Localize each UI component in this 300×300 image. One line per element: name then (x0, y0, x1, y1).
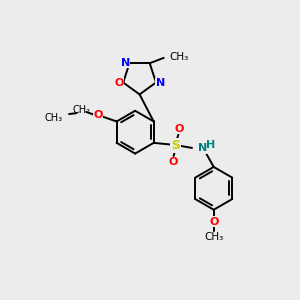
Text: N: N (121, 58, 130, 68)
Text: H: H (206, 140, 215, 150)
Text: CH₂: CH₂ (73, 105, 91, 115)
Text: N: N (155, 78, 165, 88)
Text: CH₃: CH₃ (44, 112, 62, 123)
Text: N: N (198, 143, 207, 153)
Text: O: O (168, 157, 178, 167)
Text: CH₃: CH₃ (204, 232, 223, 242)
Text: O: O (94, 110, 103, 120)
Text: O: O (174, 124, 184, 134)
Text: O: O (209, 217, 218, 226)
Text: S: S (172, 139, 181, 152)
Text: O: O (114, 77, 124, 88)
Text: CH₃: CH₃ (169, 52, 189, 62)
